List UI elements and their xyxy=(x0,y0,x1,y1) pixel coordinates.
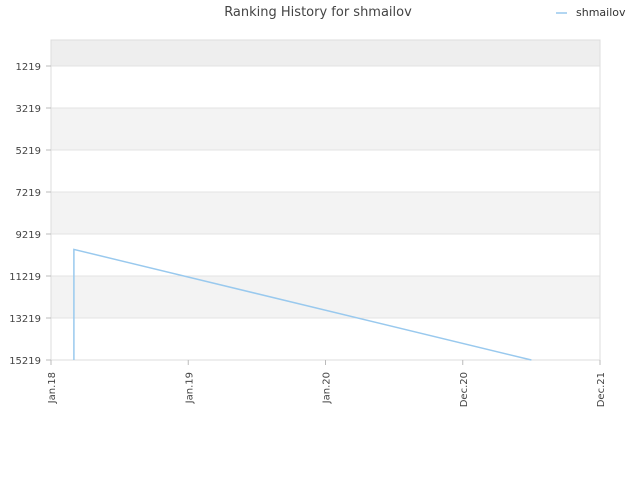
y-tick-label: 5219 xyxy=(16,146,41,157)
background-band xyxy=(51,150,600,192)
background-band xyxy=(51,40,600,66)
y-axis-ticks: 1219 3219 5219 7219 9219 11219 13219 15219 xyxy=(9,62,51,367)
background-band xyxy=(51,276,600,318)
background-band xyxy=(51,108,600,150)
y-tick-label: 13219 xyxy=(9,314,41,325)
y-tick-label: 11219 xyxy=(9,272,41,283)
y-tick-label: 7219 xyxy=(16,188,41,199)
plot-background-bands xyxy=(51,40,600,360)
legend-label-shmailov: shmailov xyxy=(576,6,626,19)
chart-title: Ranking History for shmailov xyxy=(224,5,412,20)
background-band xyxy=(51,192,600,234)
background-band xyxy=(51,234,600,276)
grid-lines xyxy=(51,65,600,361)
series-layer xyxy=(73,248,532,361)
x-tick-label: Dec.21 xyxy=(596,372,607,407)
background-band xyxy=(51,318,600,360)
x-tick-label: Jan.18 xyxy=(47,372,58,404)
series-line-shmailov xyxy=(73,248,532,361)
legend[interactable]: shmailov xyxy=(556,6,626,19)
background-band xyxy=(51,66,600,108)
x-tick-label: Jan.20 xyxy=(322,372,333,404)
y-tick-label: 3219 xyxy=(16,104,41,115)
x-axis-ticks: Jan.18 Jan.19 Jan.20 Dec.20 Dec.21 xyxy=(47,360,607,407)
x-tick-label: Jan.19 xyxy=(184,372,195,404)
y-tick-label: 1219 xyxy=(16,62,41,73)
x-tick-label: Dec.20 xyxy=(459,372,470,407)
y-tick-label: 15219 xyxy=(9,356,41,367)
y-tick-label: 9219 xyxy=(16,230,41,241)
